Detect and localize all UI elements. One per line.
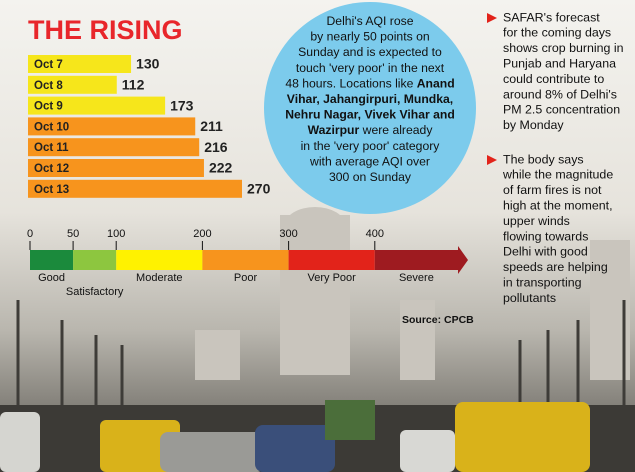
bubble-line: Wazirpur were already: [308, 123, 434, 137]
scale-band-label: Very Poor: [308, 272, 357, 284]
scale-band-label: Poor: [234, 272, 258, 284]
scale-band-label: Moderate: [136, 272, 182, 284]
note-line: around 8% of Delhi's: [503, 87, 617, 101]
bubble-text: in the 'very poor' category: [301, 139, 441, 153]
bubble: [264, 2, 476, 214]
scale-tick-label: 300: [279, 228, 297, 240]
bubble-text: with average AQI over: [309, 155, 430, 169]
note-line: for the coming days: [503, 26, 611, 40]
scale-band: [116, 250, 203, 270]
note-line: high at the moment,: [503, 198, 613, 212]
category-label: Oct 9: [34, 101, 63, 113]
scale-band-label: Satisfactory: [66, 286, 124, 298]
bubble-text: Nehru Nagar, Vivek Vihar and: [285, 108, 455, 122]
value-label: 173: [170, 97, 194, 113]
bubble-line: Nehru Nagar, Vivek Vihar and: [285, 108, 455, 122]
category-label: Oct 11: [34, 142, 69, 154]
bubble-line: 48 hours. Locations like Anand: [285, 77, 454, 91]
note-line: could contribute to: [503, 72, 604, 86]
bar: [28, 138, 200, 157]
bullet: [487, 155, 497, 165]
scale-band-label: Severe: [399, 272, 434, 284]
note-line: by Monday: [503, 118, 564, 132]
bubble-text: Wazirpur: [308, 123, 360, 137]
note-line: PM 2.5 concentration: [503, 103, 620, 117]
scale-arrow: [458, 246, 468, 274]
value-label: 222: [209, 160, 233, 176]
bubble-line: 300 on Sunday: [329, 170, 412, 184]
note-line: of farm fires is not: [503, 183, 602, 197]
traffic: [0, 400, 635, 472]
category-label: Oct 12: [34, 163, 69, 175]
scale-band: [73, 250, 117, 270]
note-line: upper winds: [503, 214, 570, 228]
bubble-text: were already: [359, 123, 433, 137]
value-label: 270: [247, 181, 271, 197]
scale-tick-label: 50: [67, 228, 79, 240]
source: Source: CPCB: [402, 314, 474, 326]
value-label: 216: [204, 139, 228, 155]
note-line: Delhi with good: [503, 245, 588, 259]
note-line: speeds are helping: [503, 260, 608, 274]
bubble-line: touch 'very poor' in the next: [296, 61, 445, 75]
bubble-line: Sunday and is expected to: [298, 45, 442, 59]
scale-band-label: Good: [38, 272, 65, 284]
bullet: [487, 13, 497, 23]
bar: [28, 96, 166, 115]
bar: [28, 55, 132, 73]
bar: [28, 159, 204, 177]
note-line: flowing towards: [503, 229, 588, 243]
bubble-line: by nearly 50 points on: [310, 30, 429, 44]
bubble-text: Delhi's AQI rose: [327, 14, 414, 28]
bubble-text: Anand: [417, 77, 455, 91]
category-label: Oct 8: [34, 80, 63, 92]
bar: [28, 75, 117, 94]
scale-tick-label: 100: [107, 228, 125, 240]
scale-tick-label: 200: [193, 228, 211, 240]
bar: [28, 179, 242, 198]
scale-tick-label: 0: [27, 228, 33, 240]
chart-layer: Oct 7 130 Oct 8 112 Oct 9 173 Oct 10 211 Oct 11 2…: [27, 10, 624, 305]
chart-title: THE RISING: [28, 15, 183, 45]
bubble-line: with average AQI over: [309, 155, 430, 169]
scale-tick-label: 400: [366, 228, 384, 240]
category-label: Oct 7: [34, 59, 63, 71]
bubble-text: Sunday and is expected to: [298, 45, 442, 59]
bubble-text: 300 on Sunday: [329, 170, 412, 184]
value-label: 211: [200, 118, 223, 134]
note-line: Punjab and Haryana: [503, 56, 616, 70]
bubble-line: Vihar, Jahangirpuri, Mundka,: [287, 92, 453, 106]
bubble-text: by nearly 50 points on: [310, 30, 429, 44]
bubble-line: Delhi's AQI rose: [327, 14, 414, 28]
bubble-text: touch 'very poor' in the next: [296, 61, 445, 75]
note-line: The body says: [503, 152, 584, 166]
value-label: 130: [136, 56, 160, 72]
scale-band: [202, 250, 289, 270]
scale-band: [374, 250, 458, 270]
note-line: in transporting: [503, 275, 582, 289]
note-line: pollutants: [503, 291, 556, 305]
note-line: SAFAR's forecast: [503, 10, 600, 24]
category-label: Oct 10: [34, 121, 69, 133]
bubble-text: 48 hours. Locations like: [285, 77, 416, 91]
bar: [28, 117, 196, 136]
bubble-text: Vihar, Jahangirpuri, Mundka,: [287, 92, 453, 106]
value-label: 112: [122, 77, 145, 93]
category-label: Oct 13: [34, 184, 69, 196]
note-line: while the magnitude: [502, 168, 613, 182]
scale-band: [288, 250, 375, 270]
bubble-line: in the 'very poor' category: [301, 139, 441, 153]
scale-band: [30, 250, 74, 270]
note-line: shows crop burning in: [503, 41, 624, 55]
